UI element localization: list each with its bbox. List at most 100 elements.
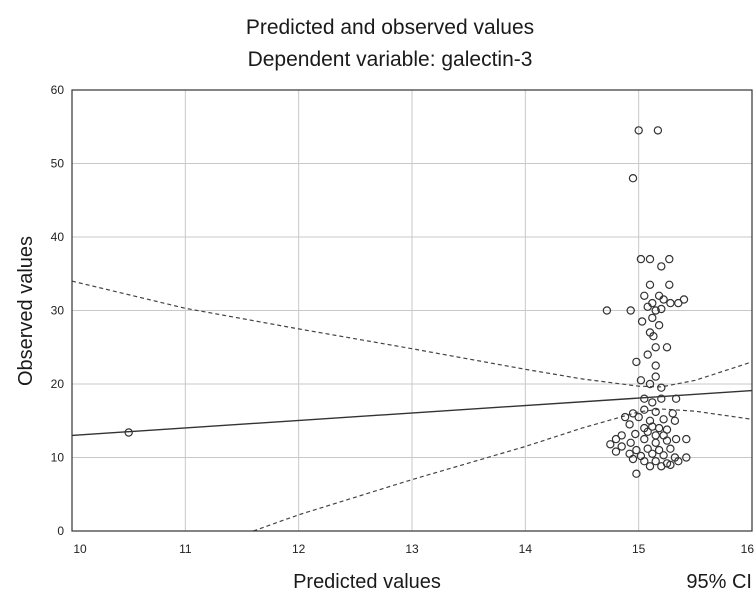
data-point [611, 447, 621, 456]
x-tick-label: 14 [519, 542, 533, 556]
ci-upper-line [71, 280, 753, 388]
data-point [632, 445, 641, 455]
regression-line-group [71, 389, 753, 437]
data-point [617, 431, 626, 440]
data-point [648, 449, 657, 458]
x-tick-label: 15 [632, 542, 646, 556]
x-tick-label: 13 [405, 542, 419, 556]
data-point [666, 444, 675, 453]
data-point [617, 442, 626, 451]
data-point [654, 445, 664, 455]
data-point [671, 434, 681, 444]
data-point [611, 434, 621, 444]
data-point [645, 280, 655, 289]
data-point [682, 434, 691, 444]
data-point [636, 376, 646, 385]
data-point [670, 416, 680, 425]
data-point [659, 451, 668, 460]
data-point [651, 306, 660, 315]
data-point [649, 332, 658, 341]
data-point [640, 394, 649, 403]
data-point [124, 428, 133, 437]
y-tick-label: 50 [51, 157, 65, 171]
data-point [659, 431, 668, 440]
data-point [648, 398, 657, 407]
ci-lower-line [253, 408, 753, 532]
data-point [643, 444, 652, 453]
data-point [636, 254, 646, 264]
data-point [657, 462, 666, 471]
data-point [640, 434, 649, 444]
chart-title-line-2: Dependent variable: galectin-3 [248, 48, 533, 71]
grid-lines [72, 90, 752, 531]
data-point [648, 313, 657, 323]
data-point [602, 306, 612, 315]
data-point [632, 357, 641, 367]
y-tick-label: 60 [51, 83, 65, 97]
y-axis-label: Observed values [15, 236, 37, 386]
data-point [651, 457, 660, 466]
data-point [679, 295, 689, 304]
data-point [657, 383, 666, 392]
data-point [645, 379, 655, 389]
data-point [643, 427, 652, 436]
data-point [653, 126, 663, 135]
data-point [674, 457, 683, 466]
x-tick-label: 12 [292, 542, 306, 556]
y-tick-label: 20 [51, 377, 65, 391]
ci-note: 95% CI [686, 571, 752, 592]
data-point [659, 415, 668, 424]
data-point [620, 412, 630, 422]
data-point [668, 409, 677, 418]
y-tick-label: 30 [51, 304, 65, 318]
x-tick-labels: 10 11 12 13 14 15 16 [73, 542, 754, 556]
data-point [651, 438, 660, 447]
y-tick-label: 40 [51, 230, 65, 244]
y-tick-labels: 0 10 20 30 40 50 60 [51, 83, 65, 538]
data-point [654, 423, 664, 433]
data-point [657, 262, 666, 271]
data-point [654, 321, 664, 330]
y-tick-label: 0 [57, 524, 64, 538]
x-tick-label: 10 [73, 542, 87, 556]
regression-line [71, 389, 753, 437]
data-point [666, 460, 675, 470]
data-point [640, 405, 649, 414]
data-point [645, 462, 655, 471]
chart-title-line-1: Predicted and observed values [246, 16, 534, 39]
x-tick-label: 11 [179, 542, 192, 556]
data-point [666, 298, 675, 308]
data-point [628, 173, 638, 183]
confidence-interval-lines [71, 280, 753, 532]
data-point [671, 394, 681, 403]
data-point [662, 436, 672, 445]
data-point [665, 254, 674, 264]
data-point [659, 295, 668, 304]
data-point [662, 343, 672, 352]
data-point [643, 302, 652, 311]
data-point [631, 429, 640, 439]
data-point [640, 291, 649, 300]
data-point [651, 407, 660, 417]
data-point [657, 304, 666, 314]
data-point [651, 431, 660, 440]
data-point [651, 361, 660, 370]
plot-frame [71, 89, 753, 532]
data-point [648, 298, 657, 308]
data-point [645, 254, 655, 264]
data-point [628, 409, 638, 418]
data-point [643, 350, 652, 359]
data-point [637, 317, 647, 326]
data-point [632, 469, 641, 478]
data-point [651, 343, 660, 352]
x-tick-label: 16 [741, 542, 755, 556]
data-point [665, 280, 674, 289]
data-point [628, 454, 638, 464]
data-point [640, 457, 649, 466]
data-point [634, 412, 643, 422]
y-tick-label: 10 [51, 451, 65, 465]
x-axis-label: Predicted values [293, 571, 441, 592]
data-point [626, 306, 635, 315]
data-point [651, 372, 660, 381]
